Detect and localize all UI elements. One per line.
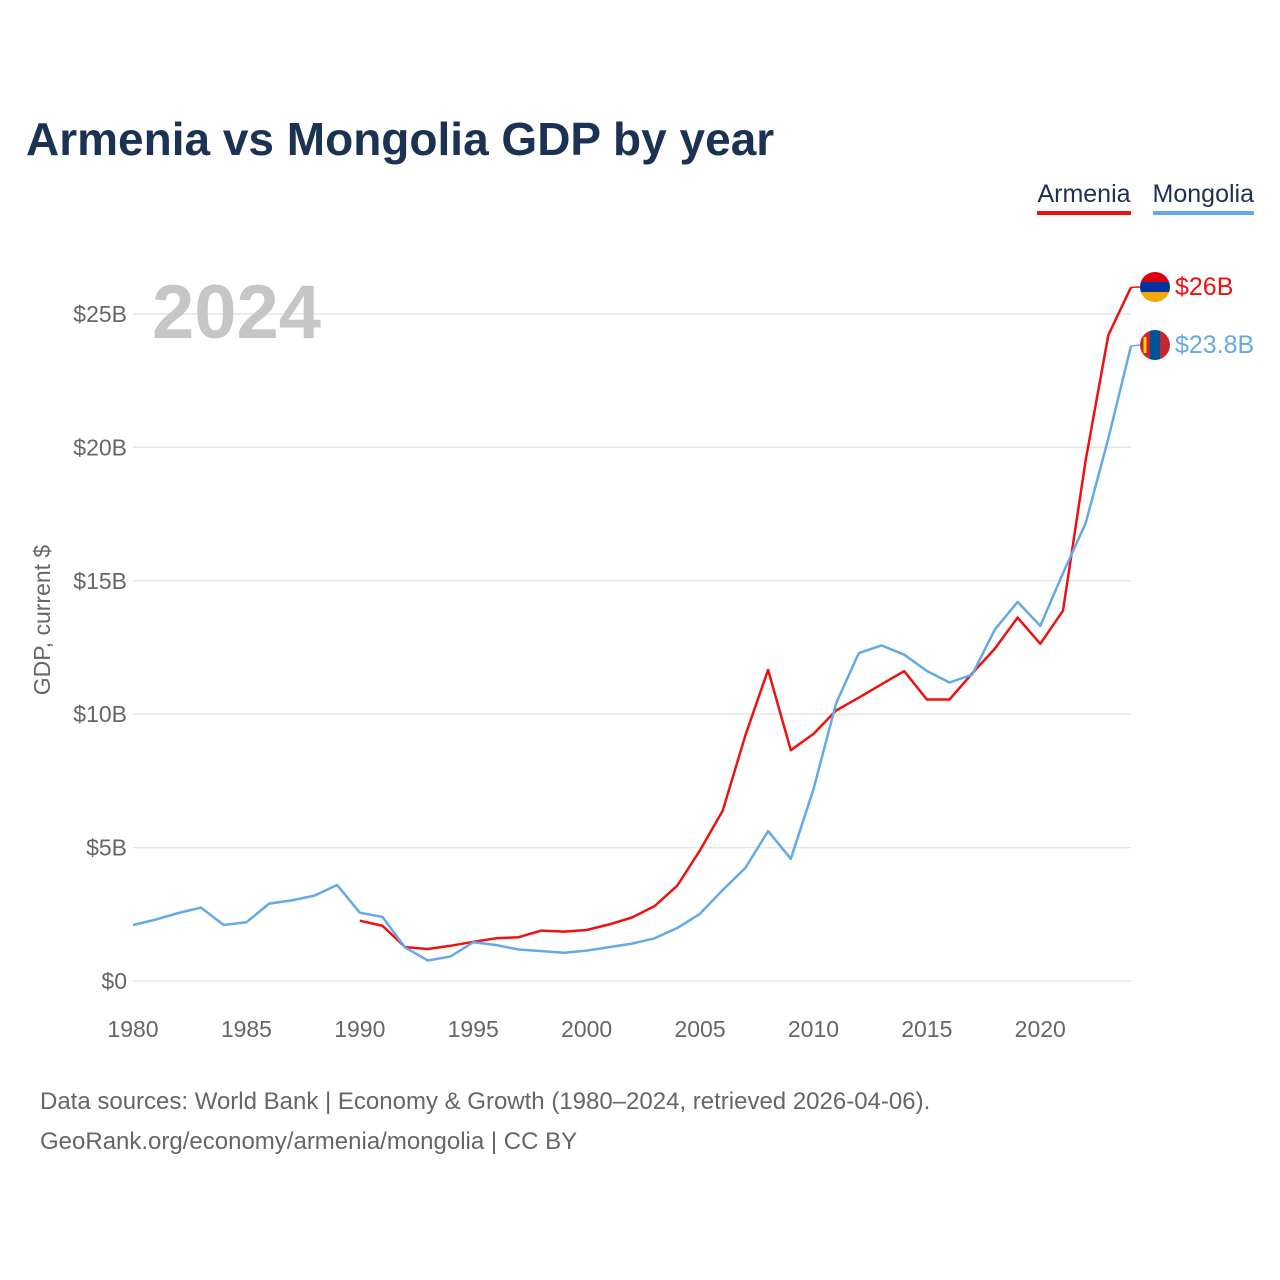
y-axis-label: GDP, current $ xyxy=(29,545,55,696)
end-value-label-mongolia: $23.8B xyxy=(1175,331,1254,359)
y-tick-label: $0 xyxy=(101,968,127,994)
legend-item-armenia[interactable]: Armenia xyxy=(1037,180,1131,215)
label-layer: $26B $23.8B xyxy=(1130,273,1254,359)
grid-layer xyxy=(133,313,1131,982)
y-tick-label: $20B xyxy=(73,434,127,460)
end-value-label-armenia: $26B xyxy=(1175,273,1233,301)
flag-layer xyxy=(1140,272,1170,360)
y-tick-label: $10B xyxy=(73,701,127,727)
series-layer xyxy=(132,286,1133,962)
series-line-armenia xyxy=(359,286,1133,951)
series-line-mongolia xyxy=(132,345,1133,962)
axis-layer: $0 $5B $10B $15B $20B $25B 1980 1985 1990 1995 200… xyxy=(73,301,1066,1042)
y-tick-label: $5B xyxy=(86,835,127,861)
mongolia-flag-icon xyxy=(1140,330,1170,360)
line-chart: 2024 GDP, current $ $0 $5B $10B $15B $20B $25… xyxy=(29,270,1254,1042)
legend-item-mongolia[interactable]: Mongolia xyxy=(1152,180,1254,215)
x-tick-label: 1990 xyxy=(334,1016,385,1042)
footer: Data sources: World Bank | Economy & Gro… xyxy=(40,1082,930,1162)
footer-sources: Data sources: World Bank | Economy & Gro… xyxy=(40,1088,931,1115)
x-tick-label: 2005 xyxy=(674,1016,725,1042)
x-tick-label: 2010 xyxy=(788,1016,839,1042)
x-tick-label: 2020 xyxy=(1015,1016,1066,1042)
x-tick-label: 1985 xyxy=(221,1016,272,1042)
x-tick-label: 1980 xyxy=(107,1016,158,1042)
x-tick-label: 2000 xyxy=(561,1016,612,1042)
legend: Armenia Mongolia xyxy=(1037,180,1254,215)
footer-credit: GeoRank.org/economy/armenia/mongolia | C… xyxy=(40,1128,578,1155)
x-tick-label: 1995 xyxy=(448,1016,499,1042)
y-tick-label: $25B xyxy=(73,301,127,327)
armenia-flag-icon xyxy=(1140,272,1170,302)
x-tick-label: 2015 xyxy=(901,1016,952,1042)
y-tick-label: $15B xyxy=(73,568,127,594)
chart-title: Armenia vs Mongolia GDP by year xyxy=(26,113,775,165)
end-leader-line xyxy=(1130,344,1141,347)
year-watermark: 2024 xyxy=(152,270,321,355)
